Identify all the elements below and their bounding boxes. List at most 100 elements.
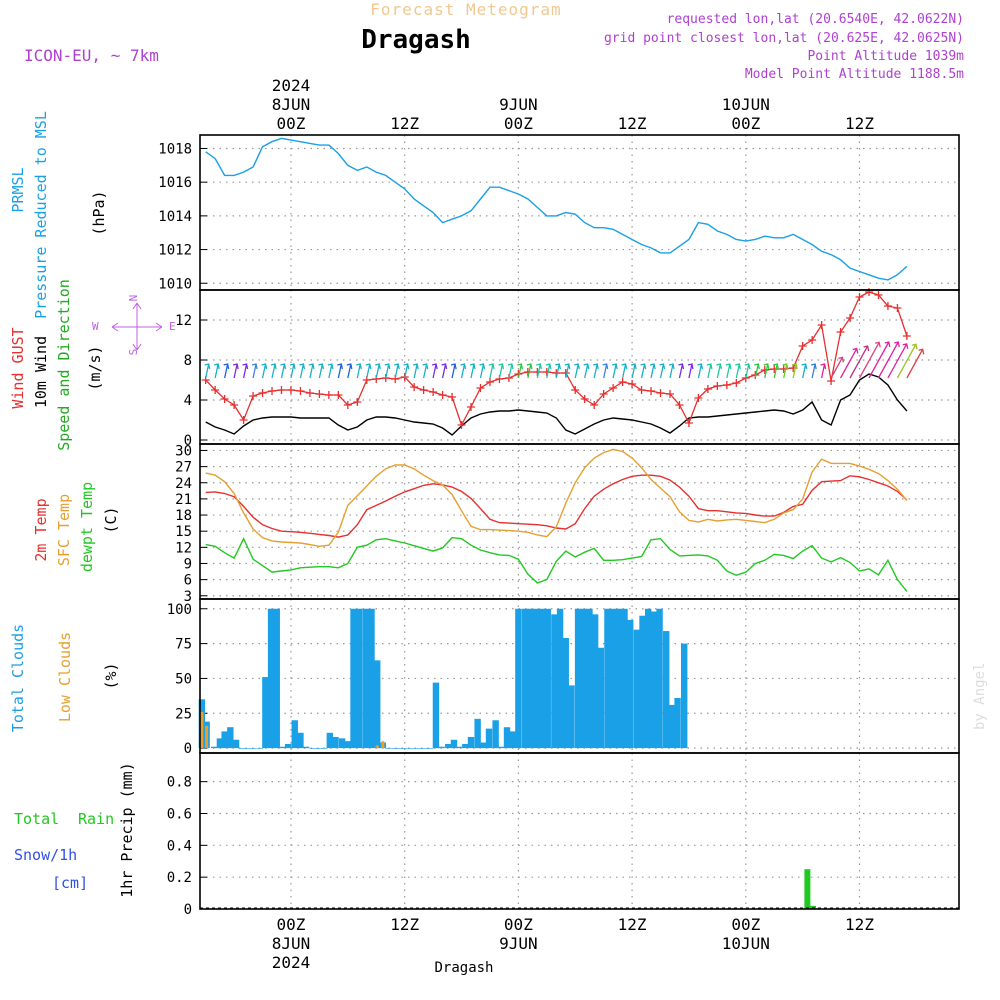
ytick-label-wind-0: 12 [175,313,192,329]
gust-marker [533,368,542,376]
total-cloud-bar [591,614,599,749]
total-cloud-bar [273,608,280,749]
wind-arrow [460,363,467,379]
wind-arrow [242,363,249,379]
wind-arrow [441,363,448,379]
total-cloud-bar [597,647,605,749]
ytick-label-pressure-3: 1012 [158,243,192,259]
ytick-label-temperature-8: 6 [184,573,192,589]
top-year-label-0: 2024 [272,76,311,95]
ylabel-pressure-1: Pressure Reduced to MSL [32,111,50,319]
wind-arrow [611,363,618,379]
ylabel-temperature-3: (C) [102,506,120,533]
product-title: Forecast Meteogram [370,0,561,19]
ytick-label-clouds-4: 0 [184,741,192,757]
total-cloud-bar [568,685,575,749]
total-cloud-bar [326,732,334,749]
wind-arrow [792,363,798,379]
top-date-label-0: 8JUN [272,95,311,114]
ylabel-precip-unit: [cm] [52,874,88,892]
requested-location: requested lon,lat (20.6540E, 42.0622N) [667,12,964,27]
total-cloud-bar [544,608,551,749]
ytick-label-temperature-0: 30 [175,443,192,459]
ylabel-precip-total: Total [14,810,59,828]
total-cloud-bar [244,748,251,749]
gust-marker [883,302,892,310]
total-cloud-bar [515,608,522,749]
ytick-label-temperature-4: 18 [175,508,192,524]
gust-marker [684,419,693,427]
top-tick-label-2: 00Z [504,114,533,133]
top-tick-label-5: 12Z [845,114,874,133]
total-cloud-bar [574,608,582,749]
low-cloud-bar [381,741,385,749]
total-cloud-bar [650,611,658,749]
total-cloud-bar [450,739,458,749]
wind-arrow [394,363,400,379]
gust-line [205,291,908,427]
grid-point-location: grid point closest lon,lat (20.625E, 42.… [604,31,964,46]
total-cloud-bar [674,697,681,749]
total-cloud-bar [533,608,540,749]
panel-clouds: 100 75 50 25 0 [167,599,959,757]
total-cloud-bar [350,608,357,749]
bottom-tick-label-1: 12Z [390,915,419,934]
gust-marker [249,392,258,400]
total-cloud-bar [227,727,234,749]
gust-marker [732,379,741,387]
total-cloud-bar [462,743,469,749]
gust-marker [485,378,494,386]
bottom-tick-label-4: 00Z [731,915,760,934]
total-cloud-bar [332,736,339,749]
total-cloud-bar [291,720,298,749]
gust-marker [722,381,731,389]
wind-arrow [564,363,571,379]
low-cloud-bar [200,711,204,749]
wind-arrow [337,363,343,379]
gust-marker [628,380,637,388]
total-cloud-bar [498,746,505,749]
pressure-line [205,137,908,281]
total-cloud-bar [586,608,593,749]
total-cloud-bar [338,738,346,749]
wind-arrow [299,363,306,379]
low-cloud-bar [205,725,209,749]
total-cloud-bar [385,748,392,749]
ytick-label-pressure-0: 1018 [158,141,192,157]
total-cloud-bar [609,608,617,749]
wind-arrow [659,363,666,379]
top-tick-label-1: 12Z [390,114,419,133]
total-cloud-bar [509,731,516,749]
bottom-date-label-4: 10JUN [722,934,770,953]
wind-arrow [384,363,391,379]
ytick-label-pressure-2: 1014 [158,209,192,225]
station-title: Dragash [361,25,471,55]
total-cloud-bar [216,738,224,749]
wind-arrow [280,363,287,379]
total-cloud-bar [320,748,328,749]
wind-arrow [906,348,925,379]
ylabel-pressure-0: PRMSL [9,167,27,212]
total-cloud-bar [556,608,564,749]
gust-marker [618,378,627,386]
ytick-label-temperature-9: 3 [184,589,192,605]
total-cloud-bar [521,608,529,749]
gust-marker [457,421,466,429]
ytick-label-clouds-1: 75 [175,637,192,653]
wind-arrow [251,363,258,379]
gust-marker [599,390,608,398]
top-date-label-2: 9JUN [499,95,538,114]
gust-marker [902,332,911,340]
gust-marker [353,398,362,406]
total-cloud-bar [644,608,652,749]
ytick-label-wind-1: 8 [184,353,192,369]
wind-arrow [896,343,918,379]
gust-marker [855,293,864,301]
wind-arrow [583,363,590,379]
gust-marker [836,328,845,336]
panel-precip: 0.8 0.6 0.4 0.2 0 [167,753,959,918]
ylabel-wind-2: Speed and Direction [55,279,73,451]
